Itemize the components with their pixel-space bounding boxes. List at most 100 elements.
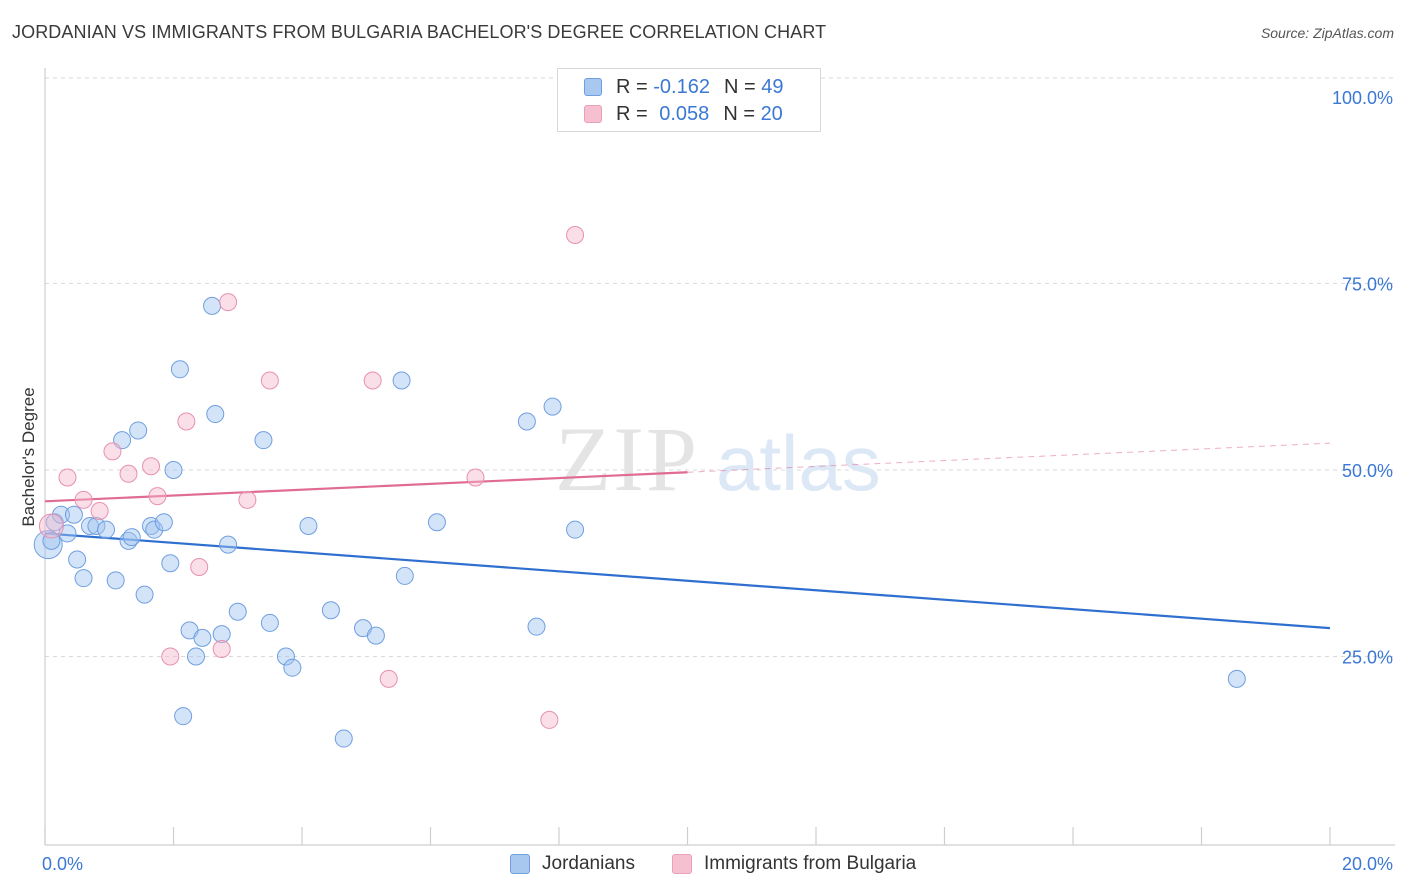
axis-layer — [44, 68, 1395, 846]
watermark-zip: ZIP — [555, 408, 699, 510]
data-point-jordanians — [68, 550, 87, 569]
legend-r-label: R = — [616, 102, 648, 125]
data-point-bulgaria — [161, 647, 180, 666]
legend-row-bulgaria: R = 0.058 N = 20 — [584, 101, 783, 127]
data-point-jordanians — [395, 566, 414, 585]
watermark-atlas: atlas — [716, 419, 881, 507]
data-point-jordanians — [517, 412, 536, 431]
data-point-bulgaria — [379, 669, 398, 688]
data-point-jordanians — [212, 625, 231, 644]
data-point-bulgaria — [566, 226, 585, 245]
labels-layer: 25.0% 50.0% 75.0% 100.0% 0.0% 20.0% Bachelor's… — [19, 88, 1393, 874]
legend-swatch-blue — [584, 78, 602, 96]
data-point-jordanians — [527, 617, 546, 636]
data-point-bulgaria — [58, 468, 77, 487]
y-tick-label: 50.0% — [1342, 461, 1393, 481]
data-point-jordanians — [260, 613, 279, 632]
data-point-jordanians — [276, 647, 295, 666]
bottom-legend-label: Jordanians — [542, 853, 635, 874]
data-point-jordanians — [334, 729, 353, 748]
grid-layer — [45, 77, 1395, 657]
points-layer — [33, 226, 1246, 748]
trend-line-bulgaria — [44, 471, 688, 503]
data-point-jordanians — [154, 513, 173, 532]
data-point-bulgaria — [38, 513, 64, 539]
data-point-jordanians — [321, 601, 340, 620]
data-point-bulgaria — [238, 490, 257, 509]
y-tick-label: 25.0% — [1342, 648, 1393, 668]
bottom-legend-swatch-blue — [510, 854, 530, 874]
data-point-jordanians — [106, 571, 125, 590]
data-point-bulgaria — [212, 640, 231, 659]
data-point-jordanians — [193, 628, 212, 647]
trend-line-bulgaria-extrapolated — [687, 442, 1331, 473]
data-point-jordanians — [129, 421, 148, 440]
legend-row-jordanians: R = -0.162 N = 49 — [584, 74, 783, 100]
data-point-jordanians — [206, 405, 225, 424]
data-point-jordanians — [254, 431, 273, 450]
data-point-bulgaria — [142, 457, 161, 476]
watermark: ZIP atlas — [555, 408, 881, 510]
legend-n-value: 20 — [760, 102, 783, 125]
source-label: Source: ZipAtlas.com — [1260, 25, 1394, 41]
legend: R = -0.162 N = 49 R = 0.058 N = 20 — [557, 68, 821, 132]
data-point-jordanians — [543, 397, 562, 416]
data-point-jordanians — [299, 516, 318, 535]
data-point-bulgaria — [103, 442, 122, 461]
data-point-bulgaria — [177, 412, 196, 431]
data-point-jordanians — [219, 535, 238, 554]
x-tick-label: 20.0% — [1342, 854, 1393, 874]
data-point-jordanians — [122, 528, 141, 547]
data-point-jordanians — [170, 360, 189, 379]
data-point-bulgaria — [219, 293, 238, 312]
data-point-bulgaria — [540, 710, 559, 729]
data-point-jordanians — [64, 505, 83, 524]
data-point-jordanians — [392, 371, 411, 390]
data-point-jordanians — [283, 658, 302, 677]
y-tick-label: 100.0% — [1332, 88, 1393, 108]
data-point-bulgaria — [190, 557, 209, 576]
data-point-jordanians — [145, 520, 164, 539]
data-point-jordanians — [87, 516, 106, 535]
data-point-jordanians — [164, 461, 183, 479]
data-point-bulgaria — [74, 490, 93, 509]
y-tick-label: 75.0% — [1342, 275, 1393, 295]
data-point-jordanians — [366, 626, 385, 645]
legend-r-label: R = — [616, 75, 648, 98]
trend-line-jordanians — [44, 532, 1331, 630]
x-tick-label: 0.0% — [42, 854, 83, 874]
legend-n-label: N = — [723, 75, 756, 98]
data-point-bulgaria — [90, 502, 109, 521]
y-axis-title: Bachelor's Degree — [19, 387, 38, 526]
data-point-bulgaria — [148, 487, 167, 506]
bottom-legend-jordanians: Jordanians — [510, 852, 635, 876]
bottom-legend-swatch-pink — [672, 854, 692, 874]
data-point-jordanians — [52, 505, 71, 524]
legend-swatch-pink — [584, 105, 602, 123]
data-point-jordanians — [97, 520, 116, 539]
data-point-jordanians — [135, 585, 154, 604]
bottom-legend-bulgaria: Immigrants from Bulgaria — [672, 852, 916, 876]
data-point-jordanians — [186, 647, 205, 666]
legend-r-value: 0.058 — [659, 102, 710, 125]
data-point-jordanians — [203, 296, 222, 315]
data-point-jordanians — [174, 707, 193, 726]
data-point-bulgaria — [466, 468, 485, 487]
data-point-jordanians — [1227, 669, 1246, 688]
data-point-jordanians — [161, 554, 180, 573]
data-point-jordanians — [74, 569, 93, 588]
trend-layer — [44, 442, 1331, 630]
data-point-bulgaria — [363, 371, 382, 390]
data-point-jordanians — [427, 513, 446, 532]
legend-r-value: -0.162 — [653, 75, 710, 98]
data-point-jordanians — [42, 531, 61, 550]
data-point-jordanians — [566, 520, 585, 539]
legend-n-value: 49 — [761, 75, 784, 98]
data-point-bulgaria — [119, 464, 138, 483]
data-point-jordanians — [228, 602, 247, 621]
bottom-legend-label: Immigrants from Bulgaria — [704, 853, 917, 874]
chart-title: JORDANIAN VS IMMIGRANTS FROM BULGARIA BA… — [12, 22, 827, 42]
legend-n-label: N = — [723, 102, 755, 125]
data-point-bulgaria — [260, 371, 279, 390]
